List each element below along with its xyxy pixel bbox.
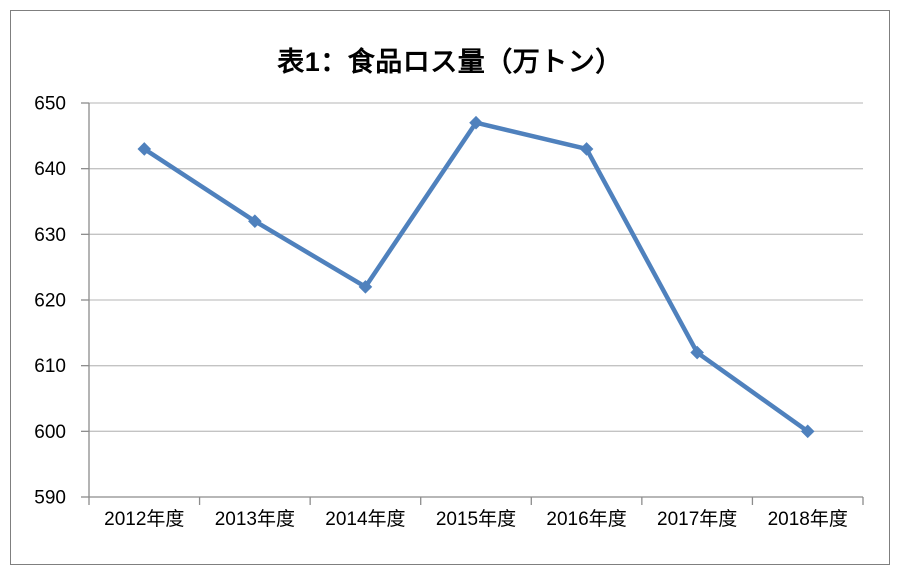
data-point-marker — [248, 214, 262, 228]
data-point-marker — [137, 142, 152, 156]
y-axis-tick-label: 620 — [34, 291, 66, 312]
data-point-marker — [358, 280, 373, 294]
y-axis-tick-label: 590 — [34, 488, 66, 509]
x-axis-tick-label: 2017年度 — [657, 508, 737, 530]
x-axis-tick-label: 2015年度 — [436, 508, 516, 530]
data-point-marker — [800, 424, 815, 439]
chart-title: 表1：食品ロス量（万トン） — [277, 47, 623, 77]
x-axis-tick-label: 2016年度 — [546, 508, 626, 530]
y-axis-tick-label: 610 — [34, 356, 66, 377]
data-point-marker — [690, 345, 704, 360]
y-axis-tick-label: 600 — [34, 422, 66, 443]
y-axis-tick-label: 640 — [34, 159, 66, 180]
x-axis-tick-label: 2018年度 — [768, 508, 848, 530]
y-axis-tick-label: 630 — [34, 225, 66, 246]
x-axis-tick-label: 2013年度 — [215, 508, 295, 530]
x-axis-tick-label: 2014年度 — [325, 508, 405, 530]
x-axis-tick-label: 2012年度 — [104, 508, 184, 530]
y-axis-tick-label: 650 — [34, 94, 66, 115]
data-point-marker — [579, 142, 594, 156]
data-point-marker — [469, 115, 483, 130]
